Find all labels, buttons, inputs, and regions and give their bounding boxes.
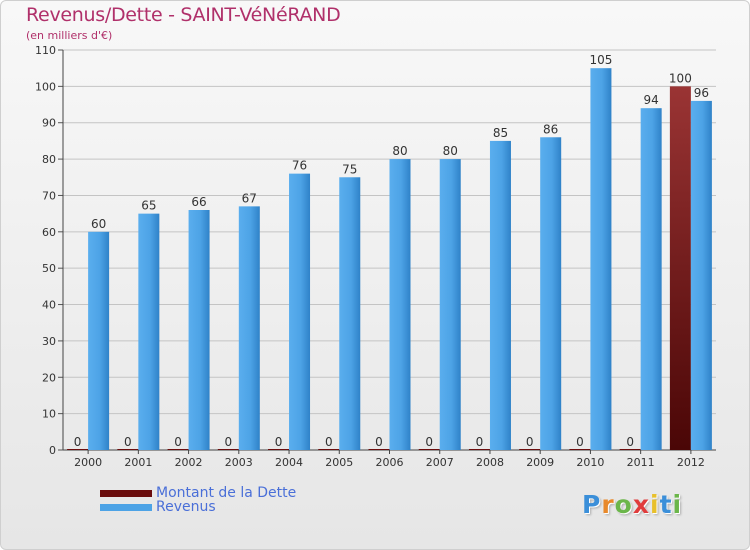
x-tick-label-2009: 2009 [526,456,554,469]
data-label-revenus-2002: 66 [191,195,206,209]
bar-revenus-2002 [188,210,210,450]
bar-revenus-2010 [590,68,612,450]
data-label-dette-2002: 0 [174,435,182,449]
y-tick-label-100: 100 [35,80,56,93]
bar-dette-2009 [519,449,541,450]
bar-dette-2005 [318,449,340,450]
data-label-revenus-2007: 80 [443,144,458,158]
data-label-revenus-2006: 80 [392,144,407,158]
x-tick-label-2010: 2010 [576,456,604,469]
data-label-revenus-2012: 96 [694,86,709,100]
bar-revenus-2003 [238,206,260,450]
y-tick-label-60: 60 [42,226,56,239]
bar-dette-2002 [167,449,189,450]
y-tick-label-30: 30 [42,335,56,348]
logo-letter-4: i [650,490,660,519]
y-tick-label-70: 70 [42,189,56,202]
bar-revenus-2004 [289,173,311,451]
data-label-revenus-2008: 85 [493,126,508,140]
data-label-dette-2007: 0 [425,435,433,449]
data-label-dette-2008: 0 [476,435,484,449]
data-label-dette-2011: 0 [626,435,634,449]
bar-dette-2000 [67,449,89,450]
y-tick-label-0: 0 [49,444,56,457]
legend-swatch-revenus [100,503,152,511]
x-tick-label-2007: 2007 [426,456,454,469]
y-tick-label-40: 40 [42,299,56,312]
data-label-revenus-2009: 86 [543,122,558,136]
bar-dette-2012 [669,86,691,450]
data-label-dette-2005: 0 [325,435,333,449]
logo-letter-5: t [659,490,673,519]
logo-letter-1: r [601,490,615,519]
chart-title: Revenus/Dette - SAINT-VéNéRAND [26,4,341,26]
x-tick-label-2003: 2003 [225,456,253,469]
legend-label-revenus: Revenus [156,499,216,515]
x-tick-label-2005: 2005 [325,456,353,469]
data-label-dette-2000: 0 [74,435,82,449]
x-tick-label-2000: 2000 [74,456,102,469]
data-label-revenus-2010: 105 [589,53,612,67]
bar-revenus-2005 [339,177,361,451]
data-label-dette-2012: 100 [669,71,692,85]
data-label-dette-2009: 0 [526,435,534,449]
data-label-revenus-2004: 76 [292,159,307,173]
data-label-revenus-2011: 94 [644,93,659,107]
y-tick-label-110: 110 [35,44,56,57]
data-label-revenus-2003: 67 [242,191,257,205]
y-tick-label-80: 80 [42,153,56,166]
x-tick-label-2011: 2011 [627,456,655,469]
legend-swatch-dette [100,489,152,497]
bar-dette-2010 [569,449,591,450]
bar-dette-2006 [368,449,390,450]
legend-label-dette: Montant de la Dette [156,485,297,501]
bar-revenus-2000 [88,231,110,450]
bar-dette-2004 [268,449,290,450]
bar-dette-2003 [217,449,239,450]
logo-letter-6: i [672,490,683,519]
data-label-dette-2004: 0 [275,435,283,449]
bar-revenus-2008 [489,140,511,450]
chart-subtitle: (en milliers d'€) [26,29,113,42]
legend-item-revenus: Revenus [100,499,296,515]
y-tick-label-90: 90 [42,117,56,130]
bar-dette-2001 [117,449,139,450]
data-label-revenus-2001: 65 [141,199,156,213]
bar-revenus-2006 [389,159,411,450]
bar-dette-2008 [468,449,490,450]
logo-letter-3: x [632,490,650,519]
bar-revenus-2009 [540,137,562,451]
logo-letter-0: P [582,490,602,519]
proxiti-logo: Proxiti [582,490,682,519]
bar-dette-2007 [418,449,440,450]
bar-revenus-2011 [640,108,662,450]
legend-item-dette: Montant de la Dette [100,485,297,501]
x-tick-label-2001: 2001 [124,456,152,469]
data-label-revenus-2005: 75 [342,162,357,176]
data-label-dette-2006: 0 [375,435,383,449]
chart-legend: Montant de la Dette Revenus [100,485,297,515]
x-tick-label-2006: 2006 [376,456,404,469]
y-tick-label-50: 50 [42,262,56,275]
x-tick-label-2002: 2002 [175,456,203,469]
bar-dette-2011 [619,449,641,450]
bar-revenus-2012 [690,100,712,450]
data-label-dette-2003: 0 [224,435,232,449]
data-label-dette-2001: 0 [124,435,132,449]
x-tick-label-2004: 2004 [275,456,303,469]
y-tick-label-10: 10 [42,408,56,421]
bar-revenus-2001 [138,213,160,450]
y-tick-label-20: 20 [42,371,56,384]
data-label-dette-2010: 0 [576,435,584,449]
bar-revenus-2007 [439,159,461,450]
logo-letter-2: o [614,490,633,519]
data-label-revenus-2000: 60 [91,217,106,231]
x-tick-label-2008: 2008 [476,456,504,469]
x-tick-label-2012: 2012 [677,456,705,469]
